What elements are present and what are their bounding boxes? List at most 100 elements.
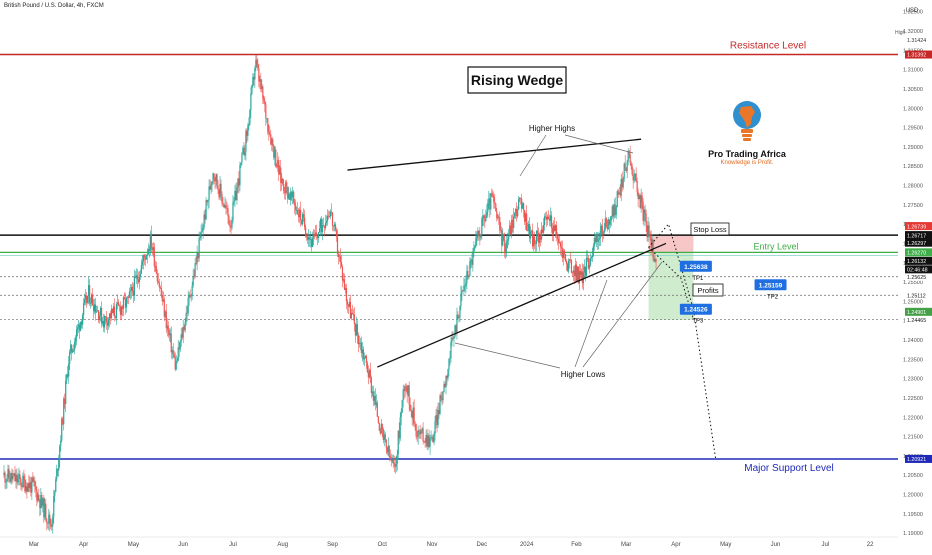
candle-body [25, 486, 27, 492]
candle-body [631, 166, 633, 175]
candle-body [74, 341, 76, 350]
candle-body [45, 503, 47, 520]
candle-body [174, 357, 176, 370]
higher-highs-pointer [519, 134, 547, 177]
candle-body [405, 386, 407, 388]
price-badge-tp1: 1.25625 [907, 275, 926, 281]
price-badge-high: 1.31424 [907, 38, 926, 44]
candle-body [374, 395, 376, 405]
higher-highs-label: Higher Highs [529, 124, 575, 133]
candle-body [282, 178, 284, 184]
candle-body [540, 229, 543, 240]
candle-body [234, 190, 236, 201]
candle-body [196, 252, 198, 264]
candle-body [465, 283, 467, 286]
candle-body [108, 313, 111, 320]
candle-body [21, 485, 23, 488]
candle-body [564, 254, 567, 261]
candle-body [628, 151, 630, 155]
candle-body [68, 363, 70, 377]
candle-body [460, 293, 462, 306]
candle-body [204, 214, 206, 220]
candle-body [222, 203, 224, 205]
candle-body [224, 205, 226, 208]
candle-body [578, 270, 581, 284]
candle-body [482, 215, 484, 219]
candle-body [625, 169, 627, 171]
price-badge-extra-3: 1.26132 [907, 259, 926, 265]
candle-body [233, 200, 235, 203]
candle-body [175, 361, 177, 370]
candle-body [481, 218, 483, 235]
candle-body [12, 475, 14, 480]
candle-body [66, 374, 68, 381]
candle-body [194, 263, 196, 277]
candle-body [227, 208, 229, 217]
candle-body [229, 224, 231, 227]
price-badge-extra-2: 1.26297 [907, 241, 926, 247]
candle-body [161, 295, 163, 302]
candle-body [19, 474, 21, 479]
candle-body [212, 173, 214, 182]
price-tick-label: 1.21500 [903, 435, 923, 441]
candle-body [436, 414, 438, 426]
candle-body [486, 211, 488, 216]
candle-body [364, 355, 366, 359]
candle-body [259, 79, 261, 82]
candle-body [138, 276, 140, 283]
candle-body [13, 473, 15, 476]
candle-body [167, 325, 169, 331]
price-tick-label: 1.30000 [903, 106, 923, 112]
candle-body [225, 205, 227, 208]
chart-title: Rising Wedge [471, 72, 564, 88]
candle-body [294, 202, 296, 206]
candle-body [626, 161, 628, 171]
candle-body [147, 249, 149, 255]
candle-body [330, 211, 333, 213]
candle-body [620, 178, 622, 196]
candle-body [356, 324, 359, 336]
candle-body [618, 192, 620, 195]
candle-body [544, 216, 547, 218]
candle-body [129, 290, 132, 292]
candle-body [474, 245, 476, 248]
candle-body [193, 275, 195, 277]
price-tick-label: 1.22000 [903, 415, 923, 421]
candle-body [43, 498, 45, 518]
candle-body [636, 181, 638, 192]
candle-body [526, 213, 528, 231]
candle-body [143, 255, 145, 258]
candle-body [305, 227, 307, 237]
candle-body [546, 216, 549, 220]
candle-body [536, 230, 539, 233]
candle-body [416, 436, 418, 438]
candle-body [303, 214, 305, 218]
candle-body [579, 270, 581, 276]
tp-badge-2 [754, 279, 787, 291]
stop-loss-label: Stop Loss [693, 225, 727, 234]
candle-body [653, 258, 655, 262]
candle-body [497, 216, 499, 219]
candle-body [7, 468, 9, 480]
candle-body [630, 162, 632, 167]
price-tick-label: 1.29500 [903, 126, 923, 132]
candle-body [177, 347, 179, 361]
candle-body [297, 209, 299, 215]
candle-body [170, 333, 172, 353]
candle-body [337, 253, 340, 258]
candle-body [185, 312, 187, 322]
candle-body [38, 494, 40, 500]
candle-body [589, 258, 591, 266]
price-tick-label: 1.28000 [903, 184, 923, 190]
candle-body [296, 209, 298, 211]
candle-body [109, 313, 112, 319]
tp-label-3: TP3 [692, 319, 704, 325]
candle-body [423, 440, 425, 443]
candle-body [362, 349, 364, 360]
candle-body [454, 325, 456, 337]
price-tick-label: 1.23000 [903, 377, 923, 383]
candle-body [619, 192, 621, 196]
candles [3, 55, 657, 534]
